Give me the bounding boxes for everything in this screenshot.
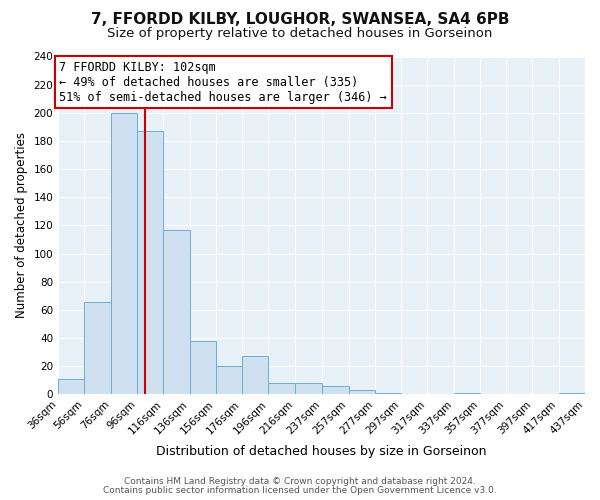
Text: Size of property relative to detached houses in Gorseinon: Size of property relative to detached ho… — [107, 28, 493, 40]
Text: Contains HM Land Registry data © Crown copyright and database right 2024.: Contains HM Land Registry data © Crown c… — [124, 477, 476, 486]
Bar — [559, 393, 585, 394]
Text: Contains public sector information licensed under the Open Government Licence v3: Contains public sector information licen… — [103, 486, 497, 495]
Bar — [137, 131, 163, 394]
Bar — [322, 386, 349, 394]
Bar — [375, 393, 401, 394]
Bar — [268, 383, 295, 394]
Bar — [454, 393, 480, 394]
X-axis label: Distribution of detached houses by size in Gorseinon: Distribution of detached houses by size … — [157, 444, 487, 458]
Bar — [349, 390, 375, 394]
Bar — [242, 356, 268, 395]
Y-axis label: Number of detached properties: Number of detached properties — [15, 132, 28, 318]
Text: 7 FFORDD KILBY: 102sqm
← 49% of detached houses are smaller (335)
51% of semi-de: 7 FFORDD KILBY: 102sqm ← 49% of detached… — [59, 60, 387, 104]
Bar — [295, 383, 322, 394]
Bar — [111, 113, 137, 394]
Bar — [58, 379, 85, 394]
Text: 7, FFORDD KILBY, LOUGHOR, SWANSEA, SA4 6PB: 7, FFORDD KILBY, LOUGHOR, SWANSEA, SA4 6… — [91, 12, 509, 28]
Bar — [190, 341, 216, 394]
Bar — [163, 230, 190, 394]
Bar — [85, 302, 111, 394]
Bar — [216, 366, 242, 394]
